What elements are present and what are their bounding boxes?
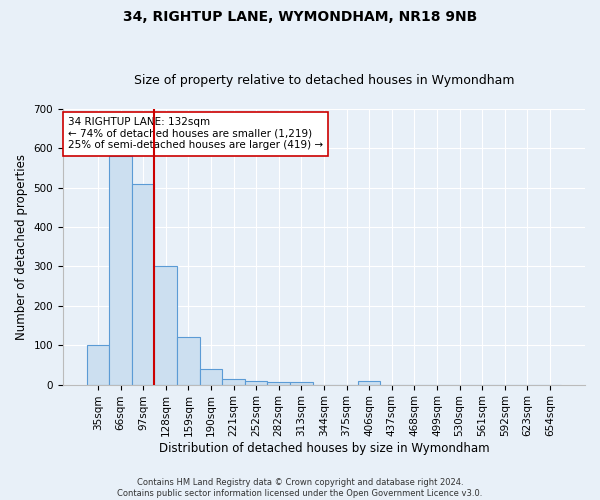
Text: 34, RIGHTUP LANE, WYMONDHAM, NR18 9NB: 34, RIGHTUP LANE, WYMONDHAM, NR18 9NB [123, 10, 477, 24]
Bar [200, 369, 222, 384]
Bar [290, 382, 313, 384]
Y-axis label: Number of detached properties: Number of detached properties [15, 154, 28, 340]
Text: Contains HM Land Registry data © Crown copyright and database right 2024.
Contai: Contains HM Land Registry data © Crown c… [118, 478, 482, 498]
Text: 34 RIGHTUP LANE: 132sqm
← 74% of detached houses are smaller (1,219)
25% of semi: 34 RIGHTUP LANE: 132sqm ← 74% of detache… [68, 118, 323, 150]
Bar [154, 266, 177, 384]
Bar [358, 382, 380, 384]
Bar [268, 382, 290, 384]
Bar [86, 345, 109, 385]
Bar [109, 156, 132, 384]
X-axis label: Distribution of detached houses by size in Wymondham: Distribution of detached houses by size … [158, 442, 489, 455]
Bar [222, 378, 245, 384]
Bar [177, 338, 200, 384]
Bar [132, 184, 154, 384]
Title: Size of property relative to detached houses in Wymondham: Size of property relative to detached ho… [134, 74, 514, 87]
Bar [245, 382, 268, 384]
